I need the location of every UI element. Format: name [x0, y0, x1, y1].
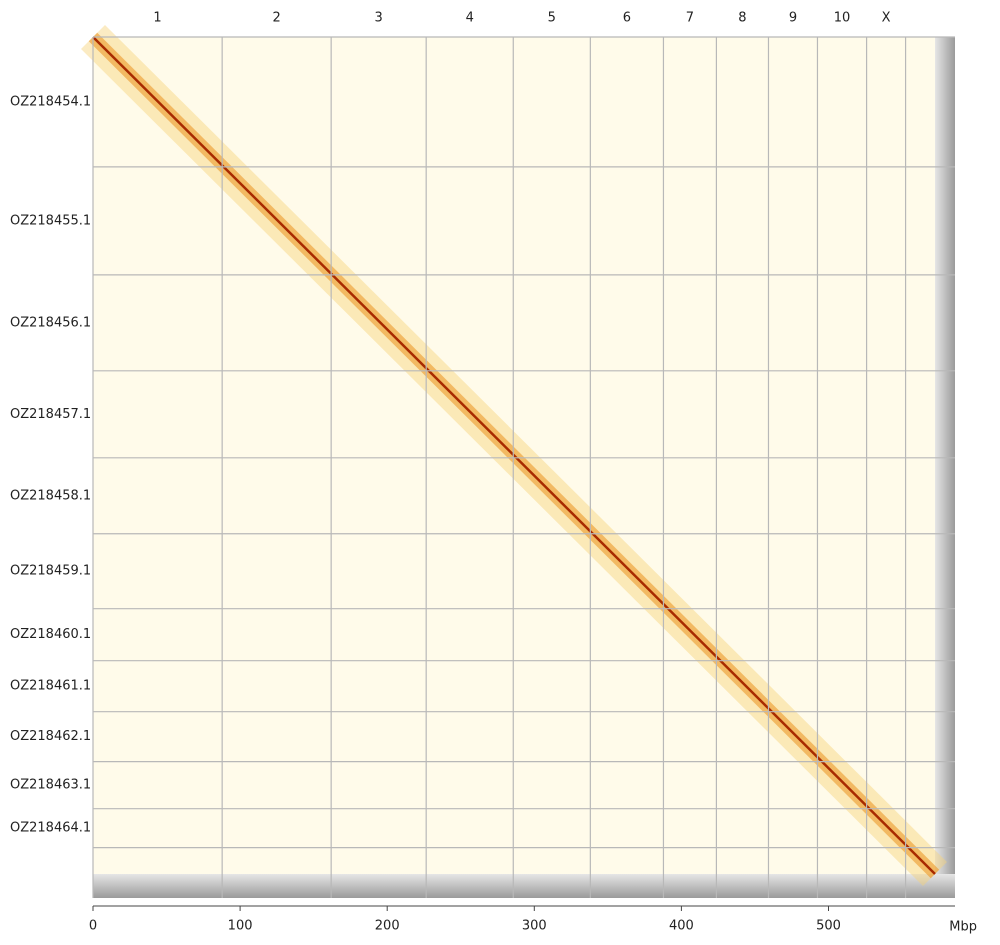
chromosome-label: 9	[789, 11, 797, 26]
x-tick-label: 500	[816, 919, 841, 934]
sequence-label: OZ218463.1	[10, 778, 91, 793]
chromosome-label: X	[882, 11, 891, 26]
sequence-label: OZ218457.1	[10, 407, 91, 422]
chromosome-label: 7	[686, 11, 694, 26]
chromosome-label: 6	[623, 11, 631, 26]
sequence-label: OZ218461.1	[10, 679, 91, 694]
sequence-label: OZ218462.1	[10, 729, 91, 744]
sequence-label: OZ218456.1	[10, 315, 91, 330]
chromosome-label: 10	[834, 11, 851, 26]
sequence-label: OZ218454.1	[10, 94, 91, 109]
sequence-label: OZ218459.1	[10, 564, 91, 579]
x-tick-label: 200	[375, 919, 400, 934]
chromosome-label: 5	[548, 11, 556, 26]
sequence-label: OZ218458.1	[10, 488, 91, 503]
chromosome-label: 4	[466, 11, 474, 26]
chromosome-label: 2	[273, 11, 281, 26]
x-axis-label: Mbp	[949, 920, 977, 935]
chromosome-label: 1	[153, 11, 161, 26]
unplaced-area	[93, 874, 955, 898]
x-tick-label: 300	[522, 919, 547, 934]
diagonal-core	[92, 36, 936, 875]
unplaced-area	[935, 37, 955, 898]
chromosome-label: 8	[738, 11, 746, 26]
x-tick-label: 100	[228, 919, 253, 934]
sequence-label: OZ218460.1	[10, 627, 91, 642]
x-tick-label: 0	[89, 919, 97, 934]
chromosome-label: 3	[375, 11, 383, 26]
sequence-label: OZ218455.1	[10, 213, 91, 228]
sequence-label: OZ218464.1	[10, 821, 91, 836]
x-tick-label: 400	[669, 919, 694, 934]
